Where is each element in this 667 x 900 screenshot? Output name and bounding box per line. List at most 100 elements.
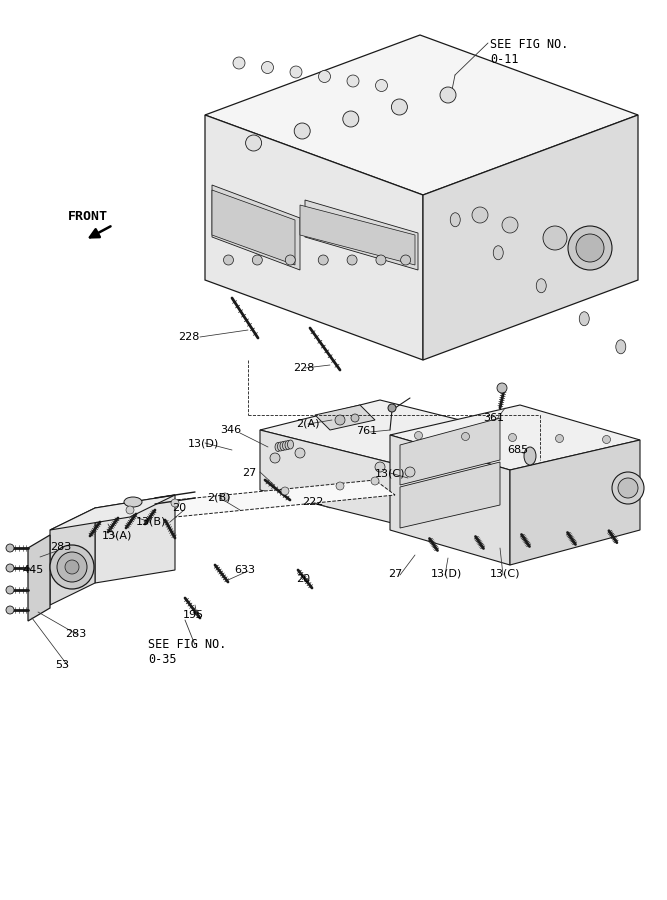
Text: 195: 195 (183, 610, 204, 620)
Circle shape (285, 255, 295, 265)
Polygon shape (423, 115, 638, 360)
Polygon shape (390, 435, 510, 565)
Text: 228: 228 (178, 332, 199, 342)
Circle shape (290, 66, 302, 78)
Text: 13(B): 13(B) (136, 516, 166, 526)
Polygon shape (260, 400, 540, 470)
Text: 13(A): 13(A) (102, 531, 132, 541)
Text: 27: 27 (242, 468, 256, 478)
Circle shape (497, 383, 507, 393)
Circle shape (318, 255, 328, 265)
Polygon shape (205, 115, 423, 360)
Circle shape (50, 545, 94, 589)
Ellipse shape (285, 440, 291, 449)
Text: 361: 361 (483, 413, 504, 423)
Circle shape (221, 493, 229, 501)
Circle shape (343, 111, 359, 127)
Text: 27: 27 (388, 569, 402, 579)
Circle shape (351, 414, 359, 422)
Circle shape (65, 560, 79, 574)
Circle shape (335, 415, 345, 425)
Circle shape (336, 482, 344, 490)
Circle shape (414, 431, 422, 439)
Circle shape (6, 544, 14, 552)
Polygon shape (315, 405, 375, 430)
Circle shape (392, 99, 408, 115)
Text: 13(C): 13(C) (375, 468, 406, 478)
Polygon shape (390, 405, 640, 470)
Circle shape (294, 123, 310, 139)
Text: 13(D): 13(D) (431, 569, 462, 579)
Circle shape (508, 434, 516, 442)
Polygon shape (95, 495, 175, 583)
Circle shape (440, 87, 456, 103)
Circle shape (371, 477, 379, 485)
Ellipse shape (579, 311, 589, 326)
Polygon shape (212, 190, 295, 265)
Circle shape (576, 234, 604, 262)
Polygon shape (400, 418, 500, 485)
Ellipse shape (494, 246, 503, 260)
Circle shape (223, 255, 233, 265)
Circle shape (556, 435, 564, 443)
Ellipse shape (524, 447, 536, 465)
Circle shape (602, 436, 610, 444)
Text: SEE FIG NO.
0-11: SEE FIG NO. 0-11 (490, 38, 568, 66)
Text: 633: 633 (234, 565, 255, 575)
Polygon shape (28, 535, 50, 621)
Text: 53: 53 (55, 660, 69, 670)
Ellipse shape (450, 212, 460, 227)
Circle shape (401, 255, 411, 265)
Circle shape (6, 564, 14, 572)
Polygon shape (420, 440, 540, 530)
Circle shape (405, 467, 415, 477)
Circle shape (543, 226, 567, 250)
Polygon shape (50, 495, 175, 530)
Circle shape (126, 506, 134, 514)
Text: 20: 20 (296, 574, 310, 584)
Polygon shape (205, 35, 638, 195)
Ellipse shape (277, 442, 283, 451)
Polygon shape (510, 440, 640, 565)
Circle shape (233, 57, 245, 69)
Circle shape (568, 226, 612, 270)
Text: FRONT: FRONT (68, 210, 108, 222)
Polygon shape (50, 508, 95, 605)
Ellipse shape (283, 441, 289, 450)
Circle shape (295, 448, 305, 458)
Text: SEE FIG NO.
0-35: SEE FIG NO. 0-35 (148, 638, 226, 666)
Text: 228: 228 (293, 363, 314, 373)
Ellipse shape (287, 440, 293, 449)
Circle shape (261, 61, 273, 74)
Polygon shape (305, 200, 418, 270)
Ellipse shape (275, 443, 281, 452)
Polygon shape (212, 185, 300, 270)
Circle shape (388, 404, 396, 412)
Circle shape (376, 79, 388, 92)
Text: 685: 685 (507, 445, 528, 455)
Ellipse shape (616, 340, 626, 354)
Circle shape (472, 207, 488, 223)
Polygon shape (300, 205, 415, 265)
Circle shape (347, 75, 359, 87)
Circle shape (270, 453, 280, 463)
Circle shape (252, 255, 262, 265)
Text: 283: 283 (50, 542, 71, 552)
Text: 283: 283 (65, 629, 86, 639)
Polygon shape (260, 430, 420, 530)
Polygon shape (400, 462, 500, 528)
Ellipse shape (280, 442, 286, 451)
Circle shape (171, 499, 179, 507)
Circle shape (376, 255, 386, 265)
Circle shape (281, 487, 289, 495)
Text: 13(C): 13(C) (490, 569, 520, 579)
Text: 761: 761 (356, 426, 377, 436)
Text: 445: 445 (22, 565, 43, 575)
Text: 2(A): 2(A) (296, 419, 319, 429)
Circle shape (6, 606, 14, 614)
Circle shape (375, 462, 385, 472)
Text: 20: 20 (172, 503, 186, 513)
Circle shape (462, 433, 470, 440)
Text: 346: 346 (220, 425, 241, 435)
Ellipse shape (536, 279, 546, 292)
